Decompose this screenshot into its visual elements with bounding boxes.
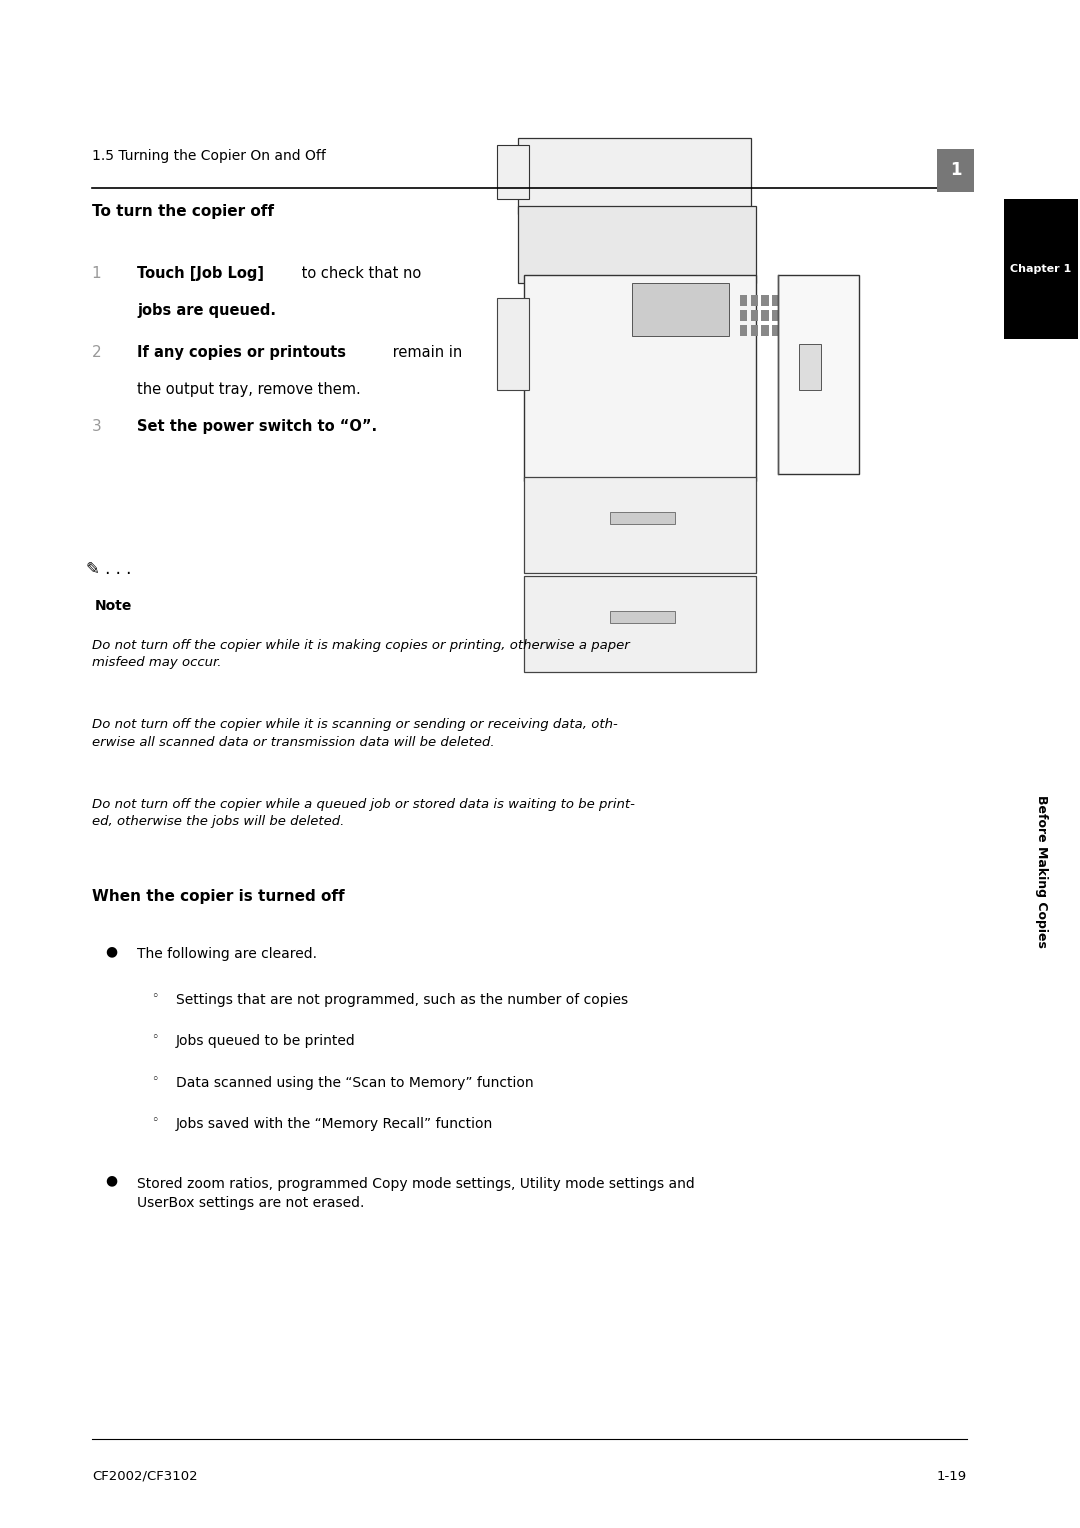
Bar — [799, 344, 821, 390]
Text: The following are cleared.: The following are cleared. — [137, 947, 318, 961]
Text: 3: 3 — [92, 419, 102, 434]
Text: Do not turn off the copier while it is scanning or sending or receiving data, ot: Do not turn off the copier while it is s… — [92, 718, 618, 749]
Bar — [524, 576, 756, 672]
Text: CF2002/CF3102: CF2002/CF3102 — [92, 1470, 198, 1484]
Bar — [751, 310, 758, 321]
Text: If any copies or printouts: If any copies or printouts — [137, 345, 347, 361]
Text: 2: 2 — [92, 345, 102, 361]
Text: ◦: ◦ — [151, 1031, 159, 1045]
Bar — [740, 310, 747, 321]
Text: Touch [Job Log]: Touch [Job Log] — [137, 266, 265, 281]
Bar — [772, 295, 780, 306]
Bar — [761, 310, 769, 321]
Bar — [610, 611, 675, 623]
Text: ◦: ◦ — [151, 990, 159, 1004]
Text: Stored zoom ratios, programmed Copy mode settings, Utility mode settings and
Use: Stored zoom ratios, programmed Copy mode… — [137, 1177, 694, 1210]
Bar — [761, 295, 769, 306]
Text: 1: 1 — [92, 266, 102, 281]
Bar — [524, 477, 756, 573]
Text: to check that no: to check that no — [297, 266, 421, 281]
Text: 1.5 Turning the Copier On and Off: 1.5 Turning the Copier On and Off — [92, 150, 326, 163]
Bar — [937, 148, 974, 191]
Bar — [610, 512, 675, 524]
Bar — [772, 325, 780, 336]
Bar — [497, 145, 529, 199]
Text: 1-19: 1-19 — [936, 1470, 967, 1484]
Text: ●: ● — [105, 1174, 117, 1187]
Text: Do not turn off the copier while it is making copies or printing, otherwise a pa: Do not turn off the copier while it is m… — [92, 639, 630, 669]
Text: ●: ● — [105, 944, 117, 958]
Text: Settings that are not programmed, such as the number of copies: Settings that are not programmed, such a… — [176, 993, 629, 1007]
Bar — [740, 295, 747, 306]
Bar — [761, 325, 769, 336]
Text: ✎ . . .: ✎ . . . — [86, 559, 132, 578]
Text: remain in: remain in — [388, 345, 462, 361]
Bar — [632, 283, 729, 336]
Text: Jobs saved with the “Memory Recall” function: Jobs saved with the “Memory Recall” func… — [176, 1117, 494, 1131]
Text: ◦: ◦ — [151, 1114, 159, 1128]
Text: ◦: ◦ — [151, 1073, 159, 1086]
Text: Set the power switch to “O”.: Set the power switch to “O”. — [137, 419, 377, 434]
Text: Note: Note — [95, 599, 133, 613]
Bar — [751, 325, 758, 336]
Bar — [772, 310, 780, 321]
Text: Before Making Copies: Before Making Copies — [1035, 795, 1048, 947]
Bar — [518, 206, 756, 283]
Bar — [751, 295, 758, 306]
Bar — [1004, 199, 1078, 339]
Text: jobs are queued.: jobs are queued. — [137, 303, 276, 318]
Text: 1: 1 — [950, 162, 961, 179]
Bar — [518, 138, 751, 214]
Bar — [778, 275, 859, 474]
Text: Jobs queued to be printed: Jobs queued to be printed — [176, 1034, 355, 1048]
Bar — [497, 298, 529, 390]
Bar — [524, 275, 756, 481]
Text: Data scanned using the “Scan to Memory” function: Data scanned using the “Scan to Memory” … — [176, 1076, 534, 1089]
Text: Do not turn off the copier while a queued job or stored data is waiting to be pr: Do not turn off the copier while a queue… — [92, 798, 635, 828]
Text: To turn the copier off: To turn the copier off — [92, 203, 274, 219]
Bar — [740, 325, 747, 336]
Text: Chapter 1: Chapter 1 — [1011, 264, 1071, 274]
Text: When the copier is turned off: When the copier is turned off — [92, 889, 345, 905]
Text: the output tray, remove them.: the output tray, remove them. — [137, 382, 361, 397]
